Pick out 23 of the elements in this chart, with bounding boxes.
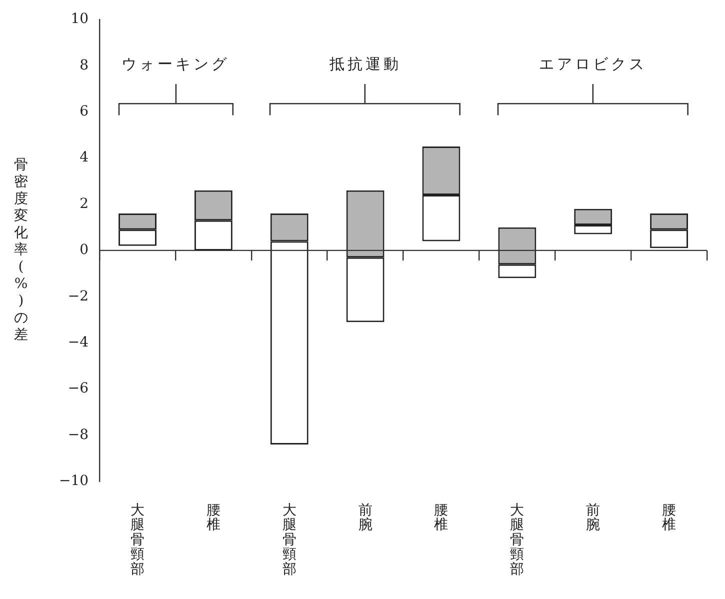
x-tick-label: 前腕: [358, 502, 372, 534]
x-tick-label: 大腿骨頸部: [510, 502, 524, 578]
y-tick-label: −8: [68, 426, 89, 443]
y-tick-label: 2: [80, 196, 89, 212]
y-tick-label: −6: [68, 380, 89, 397]
x-tick-label: 前腕: [586, 502, 600, 534]
y-tick-label: −10: [59, 473, 89, 490]
y-tick-label: −4: [68, 334, 89, 351]
annotation: 抵抗運動: [328, 54, 402, 74]
x-tick-label: 腰椎: [662, 502, 676, 534]
y-tick-label: 0: [80, 242, 89, 258]
y-tick-label: 6: [80, 103, 89, 120]
y-tick-label: −2: [68, 288, 89, 304]
x-tick-label: 腰椎: [434, 502, 448, 534]
annotation: ウォーキング: [120, 54, 230, 74]
y-tick-label: 8: [80, 57, 89, 74]
x-tick-label: 大腿骨頸部: [130, 502, 145, 578]
x-tick-label: 大腿骨頸部: [282, 502, 296, 578]
y-tick-label: 10: [70, 11, 89, 28]
x-tick-label: 腰椎: [206, 502, 220, 534]
text: 骨密度変化率(%)の差: [14, 156, 28, 343]
y-tick-label: 4: [80, 150, 89, 166]
annotation: エアロビクス: [538, 54, 648, 74]
